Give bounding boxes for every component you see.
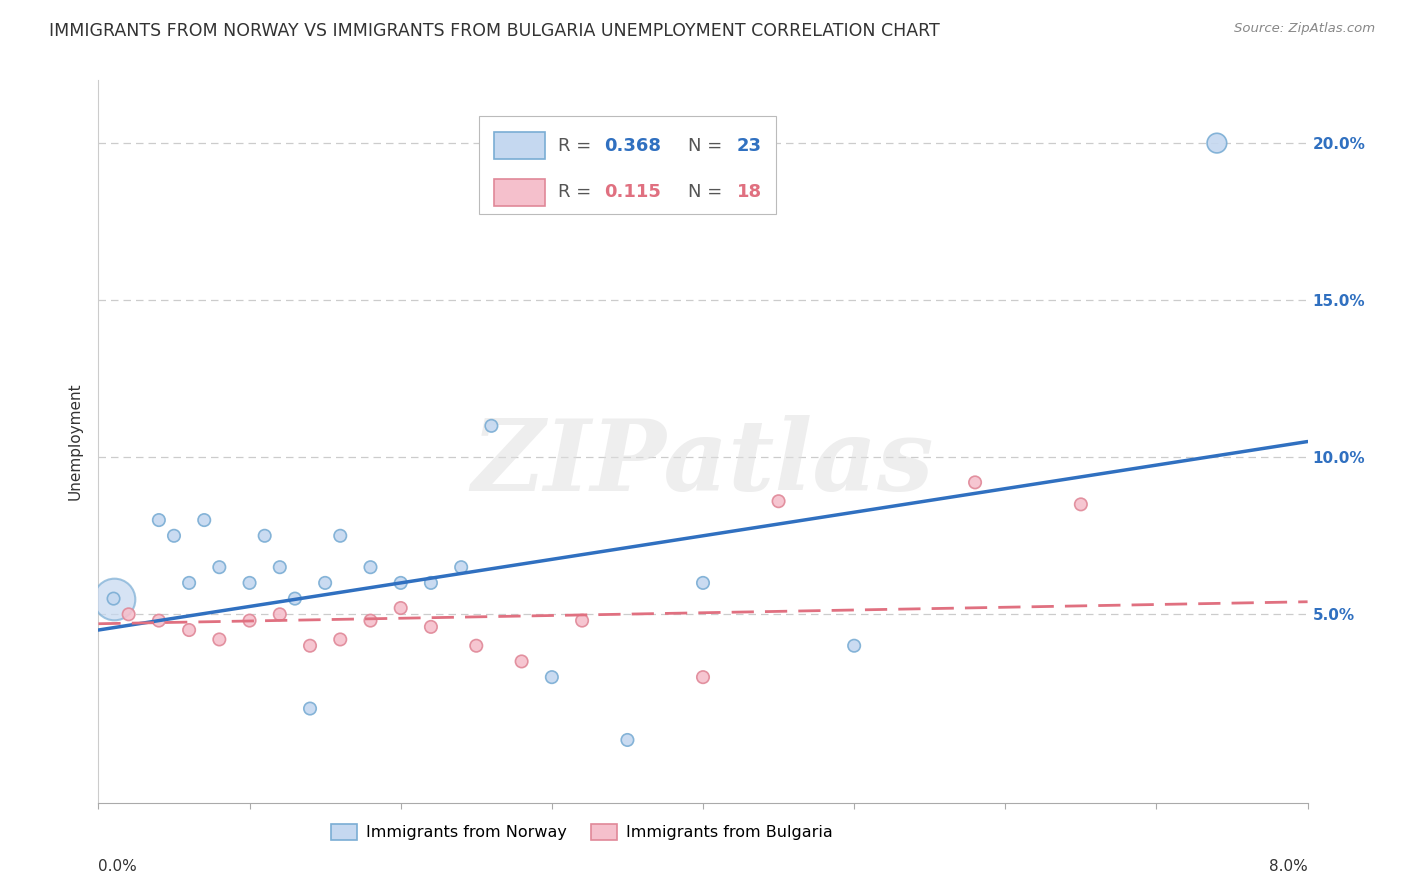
Point — [299, 701, 322, 715]
Text: 18: 18 — [737, 184, 762, 202]
Point — [465, 639, 488, 653]
Text: Source: ZipAtlas.com: Source: ZipAtlas.com — [1234, 22, 1375, 36]
Point — [103, 591, 125, 606]
Point — [208, 632, 231, 647]
Point — [314, 575, 336, 590]
Text: 23: 23 — [737, 136, 762, 154]
Text: IMMIGRANTS FROM NORWAY VS IMMIGRANTS FROM BULGARIA UNEMPLOYMENT CORRELATION CHAR: IMMIGRANTS FROM NORWAY VS IMMIGRANTS FRO… — [49, 22, 941, 40]
Point — [389, 601, 412, 615]
Point — [389, 575, 412, 590]
Point — [450, 560, 472, 574]
Point — [239, 575, 262, 590]
Point — [208, 560, 231, 574]
Point — [571, 614, 593, 628]
Point — [179, 575, 201, 590]
Point — [163, 529, 186, 543]
Point — [420, 620, 443, 634]
Point — [329, 529, 352, 543]
Text: R =: R = — [558, 136, 598, 154]
Point — [692, 575, 714, 590]
Point — [299, 639, 322, 653]
Point — [284, 591, 307, 606]
Text: 0.115: 0.115 — [603, 184, 661, 202]
Point — [269, 560, 291, 574]
Point — [768, 494, 790, 508]
Point — [481, 418, 503, 433]
Point — [360, 560, 382, 574]
Point — [148, 513, 170, 527]
Legend: Immigrants from Norway, Immigrants from Bulgaria: Immigrants from Norway, Immigrants from … — [325, 818, 839, 847]
Point — [420, 575, 443, 590]
Point — [965, 475, 987, 490]
Text: 8.0%: 8.0% — [1268, 859, 1308, 874]
FancyBboxPatch shape — [479, 117, 776, 214]
FancyBboxPatch shape — [494, 132, 544, 160]
Point — [179, 623, 201, 637]
Point — [329, 632, 352, 647]
Text: 0.368: 0.368 — [603, 136, 661, 154]
Point — [269, 607, 291, 622]
Text: N =: N = — [689, 136, 728, 154]
Y-axis label: Unemployment: Unemployment — [67, 383, 83, 500]
Point — [253, 529, 276, 543]
Text: ZIPatlas: ZIPatlas — [472, 415, 934, 511]
Point — [103, 591, 125, 606]
Point — [1070, 497, 1092, 511]
Point — [692, 670, 714, 684]
Text: 0.0%: 0.0% — [98, 859, 138, 874]
Point — [239, 614, 262, 628]
Text: R =: R = — [558, 184, 603, 202]
Point — [360, 614, 382, 628]
Point — [540, 670, 562, 684]
Point — [193, 513, 215, 527]
Text: N =: N = — [689, 184, 728, 202]
FancyBboxPatch shape — [494, 178, 544, 206]
Point — [118, 607, 141, 622]
Point — [148, 614, 170, 628]
Point — [844, 639, 866, 653]
Point — [616, 733, 638, 747]
Point — [1206, 136, 1229, 150]
Point — [510, 655, 533, 669]
